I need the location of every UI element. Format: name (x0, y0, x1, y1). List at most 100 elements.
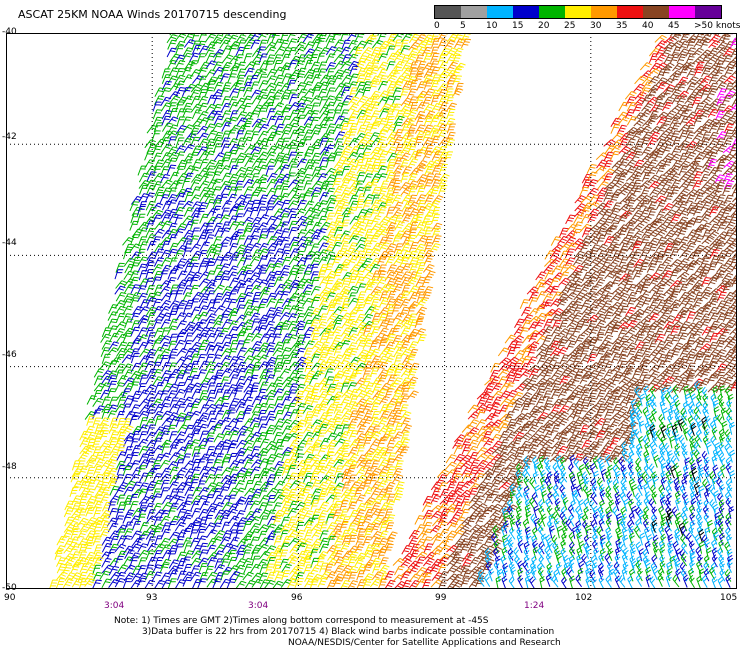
wind-barb (721, 153, 735, 162)
wind-barb (243, 418, 255, 428)
wind-barb (408, 263, 419, 274)
wind-barb (175, 80, 186, 91)
wind-barb (325, 38, 336, 49)
wind-barb (647, 237, 660, 247)
wind-barb (730, 165, 737, 175)
wind-barb (603, 186, 614, 197)
wind-barb (257, 130, 269, 140)
wind-barb (362, 109, 373, 119)
wind-barb (332, 69, 344, 79)
wind-barb (595, 202, 608, 211)
wind-barb (197, 96, 209, 106)
wind-barb (596, 257, 609, 266)
wind-barb (334, 115, 345, 125)
wind-barb (725, 435, 733, 449)
wind-barb (242, 216, 254, 226)
wind-barb (369, 178, 380, 189)
wind-barb (548, 513, 555, 527)
wind-barb (294, 151, 304, 162)
wind-barb (265, 215, 277, 225)
wind-barb (363, 234, 374, 245)
wind-barb (536, 411, 549, 421)
wind-barb (699, 257, 710, 268)
wind-barb (699, 34, 711, 44)
wind-barb (647, 68, 661, 77)
wind-barb (361, 152, 371, 163)
wind-barb (409, 102, 418, 113)
wind-barb (377, 187, 388, 198)
wind-barb (655, 263, 666, 274)
wind-barb (369, 80, 380, 90)
wind-barb (721, 207, 733, 217)
wind-barb (663, 87, 674, 97)
wind-barb (377, 264, 387, 275)
wind-barb (355, 215, 366, 226)
wind-barb (386, 264, 397, 274)
wind-barb (678, 160, 691, 169)
wind-barb (641, 131, 653, 141)
wind-barb (257, 94, 269, 105)
wind-barb (355, 144, 366, 155)
wind-barb (326, 68, 335, 79)
wind-barb (632, 270, 643, 280)
wind-barb (369, 90, 381, 100)
wind-barb (196, 523, 207, 533)
wind-barb (151, 209, 164, 219)
wind-barb (393, 243, 403, 254)
wind-barb (273, 185, 283, 196)
wind-barb (325, 53, 336, 64)
wind-barb (422, 62, 434, 72)
wind-barb (318, 81, 329, 91)
wind-barb (257, 354, 269, 364)
wind-barb (144, 150, 154, 161)
wind-barb (671, 342, 683, 352)
wind-barb (684, 95, 697, 105)
wind-barb (414, 515, 425, 525)
wind-barb (611, 160, 624, 169)
wind-barb (685, 124, 696, 135)
wind-barb (461, 424, 474, 433)
wind-barb (731, 186, 737, 197)
wind-barb (409, 221, 419, 232)
wind-barb (729, 228, 737, 238)
wind-barb (392, 312, 405, 322)
wind-barb (371, 158, 381, 169)
wind-barb (289, 241, 299, 252)
wind-barb (677, 194, 688, 205)
wind-barb (699, 214, 712, 224)
wind-barb (258, 80, 269, 90)
wind-barb (280, 228, 290, 239)
wind-barb (536, 354, 548, 365)
wind-barb (339, 109, 350, 120)
wind-barb (221, 130, 231, 141)
wind-barb (430, 94, 440, 106)
wind-barb (334, 90, 346, 100)
wind-barb (212, 89, 224, 98)
wind-barb (406, 137, 417, 148)
wind-barb (341, 39, 351, 50)
wind-barb (714, 256, 726, 266)
wind-barb (146, 509, 156, 520)
wind-barb (167, 199, 178, 210)
wind-barb (573, 214, 584, 224)
wind-barb (639, 109, 652, 119)
wind-barb (693, 114, 704, 125)
wind-barb (610, 265, 622, 275)
wind-barb (325, 194, 337, 205)
wind-barb (152, 173, 165, 182)
wind-barb (160, 137, 171, 147)
wind-barb (542, 430, 554, 440)
wind-barb (354, 33, 358, 37)
wind-barb (662, 178, 674, 188)
wind-barb (304, 146, 315, 156)
wind-barb (174, 388, 186, 398)
wind-barb (400, 123, 411, 134)
wind-barb (385, 61, 396, 72)
wind-barb (693, 235, 704, 245)
wind-barb (212, 136, 223, 147)
wind-barb (676, 277, 688, 288)
wind-barb (362, 375, 372, 386)
wind-barb (676, 53, 687, 64)
wind-barb (674, 399, 681, 414)
wind-barb (392, 66, 402, 77)
